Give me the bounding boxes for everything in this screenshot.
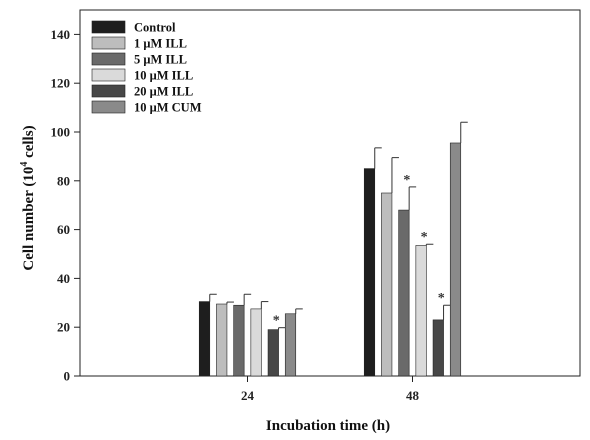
legend-label: 10 μM CUM: [134, 101, 202, 115]
y-tick-label: 60: [57, 222, 70, 237]
y-axis-title-tail: cells): [21, 125, 37, 161]
y-axis-title: Cell number (104 cells): [19, 125, 37, 270]
legend-label: 20 μM ILL: [134, 85, 193, 99]
legend-swatch: [91, 100, 126, 114]
legend-label: 1 μM ILL: [134, 37, 187, 51]
legend-swatch: [91, 20, 126, 34]
bar: [432, 319, 444, 377]
y-tick-label: 120: [51, 76, 71, 91]
x-tick-label: 24: [241, 388, 255, 403]
bar: [415, 245, 427, 377]
significance-marker: *: [421, 230, 428, 245]
y-tick-label: 0: [64, 369, 71, 384]
plot-border: [79, 9, 581, 377]
x-tick-label: 48: [406, 388, 420, 403]
bar: [449, 142, 462, 377]
bar: [233, 304, 245, 377]
y-tick-label: 80: [57, 173, 70, 188]
bar: [381, 192, 393, 377]
bar: [363, 168, 376, 377]
bar: [267, 329, 279, 377]
legend-swatch: [91, 68, 126, 82]
bars: * * * *: [198, 121, 468, 377]
legend-label: Control: [134, 21, 176, 35]
bar: [284, 313, 297, 377]
y-tick-label: 100: [51, 125, 71, 140]
legend-swatch: [91, 36, 126, 50]
plot-frame: [79, 9, 581, 377]
x-axis: 24 48: [241, 376, 420, 403]
significance-marker: *: [403, 173, 410, 188]
y-axis-title-main: Cell number (10: [21, 167, 37, 271]
bar: [250, 308, 262, 377]
legend-label: 10 μM ILL: [134, 69, 193, 83]
y-axis-title-superscript: 4: [19, 162, 30, 167]
legend: Control 1 μM ILL 5 μM ILL 10 μM ILL 20 μM IL…: [91, 20, 202, 115]
bar: [216, 303, 228, 377]
y-tick-label: 20: [57, 320, 70, 335]
y-axis: 0 20 40 60 80 100 120 140: [51, 27, 80, 384]
significance-marker: *: [438, 291, 445, 306]
legend-label: 5 μM ILL: [134, 53, 187, 67]
x-axis-title: Incubation time (h): [266, 418, 390, 434]
bar: [398, 209, 410, 377]
y-tick-label: 40: [57, 271, 70, 286]
bar: [198, 301, 211, 377]
y-tick-label: 140: [51, 27, 71, 42]
significance-marker: *: [273, 314, 280, 329]
legend-swatch: [91, 52, 126, 66]
legend-swatch: [91, 84, 126, 98]
